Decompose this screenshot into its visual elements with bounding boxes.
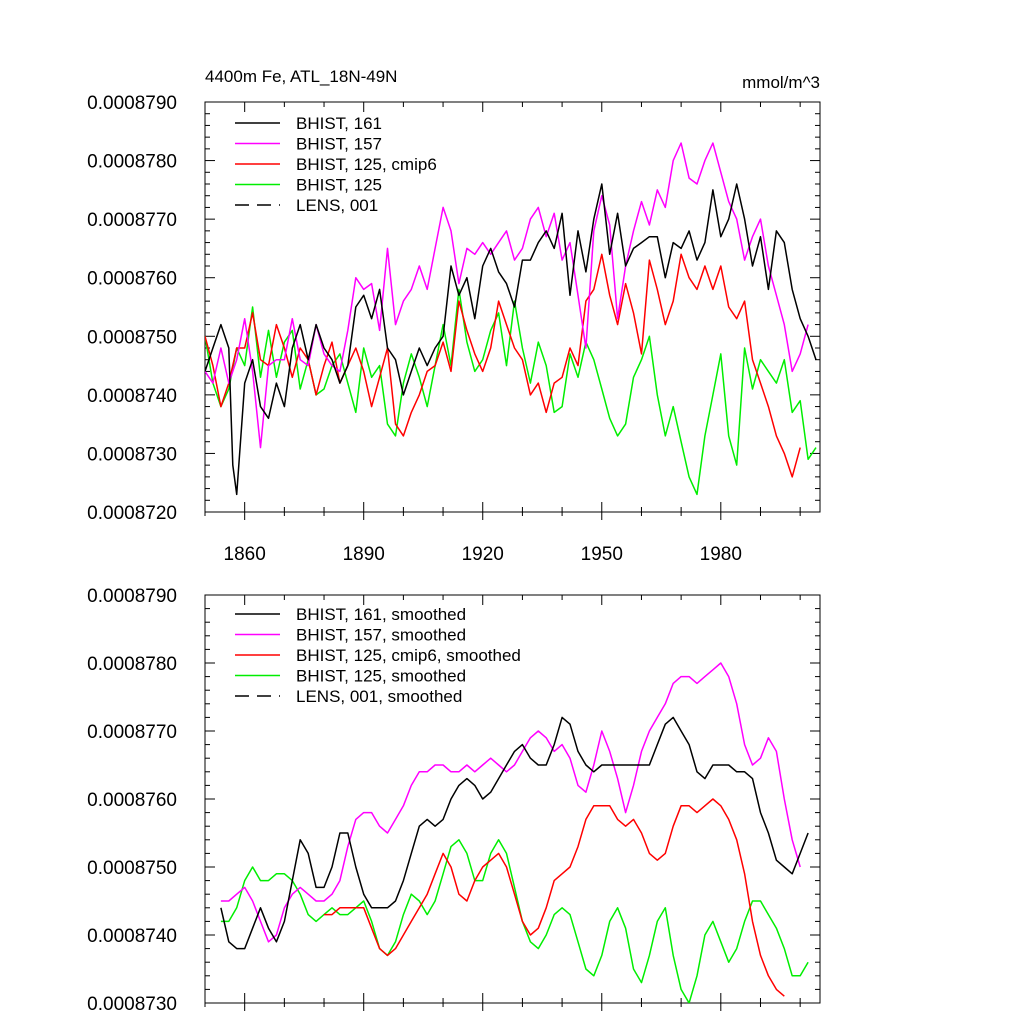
y-tick-label: 0.0008790	[87, 586, 177, 607]
series-line-bhist-125-smoothed	[220, 839, 809, 1003]
legend-label: BHIST, 157, smoothed	[296, 626, 466, 645]
y-tick-label: 0.0008760	[87, 790, 177, 811]
y-tick-label: 0.0008760	[87, 269, 177, 290]
series-line-bhist-125-cmip6	[205, 253, 801, 478]
y-tick-label: 0.0008750	[87, 858, 177, 879]
legend-label: LENS, 001	[296, 196, 378, 215]
legend-label: BHIST, 125, smoothed	[296, 667, 466, 686]
series-group	[220, 662, 809, 1003]
series-line-bhist-161	[205, 183, 817, 496]
y-tick-label: 0.0008730	[87, 994, 177, 1015]
top-panel-units: mmol/m^3	[742, 73, 820, 92]
legend-label: BHIST, 125, cmip6, smoothed	[296, 646, 521, 665]
series-line-bhist-161-smoothed	[220, 716, 809, 950]
x-tick-label: 1920	[462, 544, 504, 565]
series-line-bhist-157	[205, 142, 809, 449]
series-group	[205, 142, 817, 496]
series-line-bhist-125	[205, 288, 817, 496]
legend-label: BHIST, 161	[296, 114, 382, 133]
bottom-panel: 0.0008730 0.0008740 0.0008750 0.0008760 0.00…	[87, 586, 821, 1015]
series-line-bhist-125-cmip6-smoothed	[324, 798, 785, 997]
plot-frame	[204, 101, 821, 513]
y-tick-label: 0.0008780	[87, 654, 177, 675]
x-tick-label: 1890	[343, 544, 385, 565]
y-tick-label: 0.0008790	[87, 93, 177, 114]
legend-label: LENS, 001, smoothed	[296, 687, 462, 706]
legend-label: BHIST, 125, cmip6	[296, 155, 437, 174]
top-panel: 4400m Fe, ATL_18N-49N mmol/m^3 0.0008720…	[87, 67, 821, 565]
y-tick-label: 0.0008740	[87, 926, 177, 947]
x-tick-label: 1950	[581, 544, 623, 565]
y-tick-label: 0.0008780	[87, 152, 177, 173]
y-tick-label: 0.0008740	[87, 386, 177, 407]
legend-label: BHIST, 161, smoothed	[296, 605, 466, 624]
y-tick-label: 0.0008720	[87, 503, 177, 524]
legend: BHIST, 161, smoothed BHIST, 157, smoothed…	[235, 605, 521, 706]
legend-label: BHIST, 157	[296, 135, 382, 154]
y-tick-label: 0.0008730	[87, 444, 177, 465]
x-tick-label: 1980	[700, 544, 742, 565]
legend-label: BHIST, 125	[296, 176, 382, 195]
y-tick-label: 0.0008750	[87, 327, 177, 348]
x-tick-label: 1860	[224, 544, 266, 565]
y-tick-label: 0.0008770	[87, 210, 177, 231]
y-tick-label: 0.0008770	[87, 722, 177, 743]
top-panel-title: 4400m Fe, ATL_18N-49N	[205, 67, 397, 86]
series-line-bhist-157-smoothed	[220, 662, 801, 943]
